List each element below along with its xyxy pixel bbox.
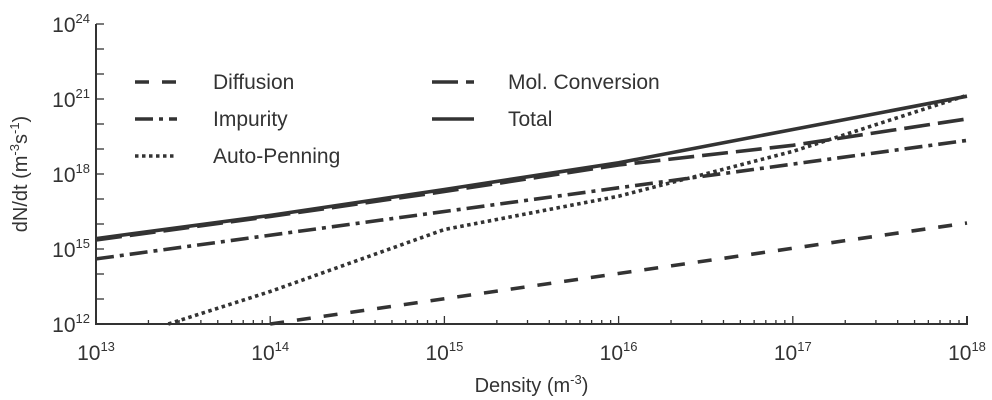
legend-label-total: Total xyxy=(508,108,552,131)
x-tick-label: 1017 xyxy=(774,339,812,365)
series-layer xyxy=(95,93,968,326)
x-tick-label: 1018 xyxy=(948,339,986,365)
x-tick-label: 1013 xyxy=(77,339,115,365)
series-line-auto-penning xyxy=(167,93,968,326)
axes: 1013 1014 1015 1016 1017 1018 1012 1015 1018 1021… xyxy=(7,11,986,397)
legend-label-auto-penning: Auto-Penning xyxy=(213,145,340,168)
x-axis-label: Density (m-3) xyxy=(475,372,589,397)
y-tick-label: 1024 xyxy=(52,11,90,37)
x-tick-label: 1016 xyxy=(600,339,638,365)
y-tick-label: 1015 xyxy=(52,236,90,262)
y-tick-label: 1018 xyxy=(52,161,90,187)
x-tick-label: 1015 xyxy=(425,339,463,365)
y-tick-label: 1012 xyxy=(52,311,90,337)
y-tick-label: 1021 xyxy=(52,86,90,112)
x-tick-label: 1014 xyxy=(251,339,289,365)
series-line-diffusion xyxy=(269,221,968,326)
axis-frame xyxy=(95,24,968,325)
series-line-total xyxy=(95,94,968,241)
y-axis-label: dN/dt (m-3s-1) xyxy=(7,116,32,232)
legend-label-impurity: Impurity xyxy=(213,108,288,131)
legend-label-mol-conversion: Mol. Conversion xyxy=(508,71,660,94)
series-line-impurity xyxy=(95,138,968,261)
legend: Diffusion Impurity Auto-Penning Mol. Conver… xyxy=(135,71,660,168)
legend-label-diffusion: Diffusion xyxy=(213,71,294,94)
